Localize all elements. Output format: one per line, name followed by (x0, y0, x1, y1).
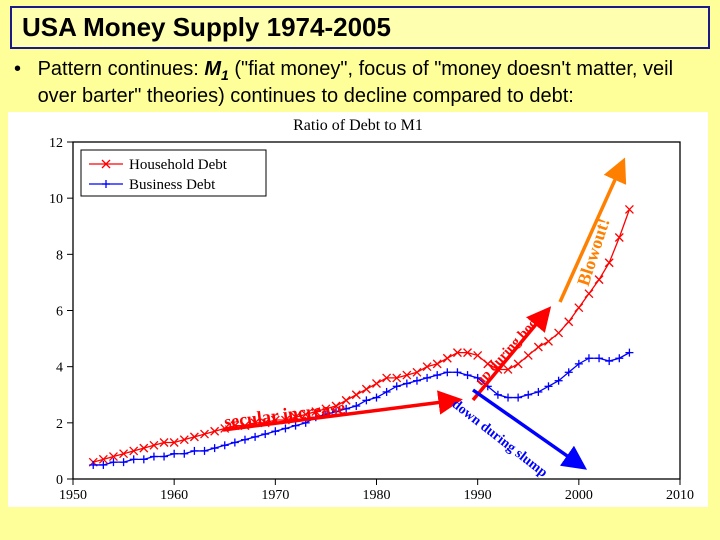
svg-text:12: 12 (49, 136, 63, 151)
slide-title-box: USA Money Supply 1974-2005 (10, 6, 710, 49)
svg-text:2010: 2010 (666, 488, 694, 503)
svg-text:10: 10 (49, 192, 63, 207)
svg-text:1970: 1970 (261, 488, 289, 503)
bullet-text: Pattern continues: M1 ("fiat money", foc… (38, 57, 678, 108)
svg-text:Business Debt: Business Debt (129, 177, 216, 193)
bullet-point: • Pattern continues: M1 ("fiat money", f… (14, 57, 706, 108)
svg-text:0: 0 (56, 473, 63, 488)
svg-text:Household Debt: Household Debt (129, 157, 228, 173)
svg-text:2000: 2000 (565, 488, 593, 503)
svg-text:1990: 1990 (464, 488, 492, 503)
svg-text:8: 8 (56, 248, 63, 263)
slide-title: USA Money Supply 1974-2005 (22, 12, 391, 42)
svg-text:1950: 1950 (59, 488, 87, 503)
chart-container: Ratio of Debt to M1 0 2 4 6 8 10 12 1950 1960 1970… (8, 112, 712, 507)
svg-text:Ratio of Debt to M1: Ratio of Debt to M1 (293, 117, 423, 134)
svg-text:6: 6 (56, 304, 63, 319)
svg-text:2: 2 (56, 417, 63, 432)
svg-text:4: 4 (56, 360, 63, 375)
ratio-chart: Ratio of Debt to M1 0 2 4 6 8 10 12 1950 1960 1970… (8, 112, 708, 507)
svg-text:1960: 1960 (160, 488, 188, 503)
svg-text:1980: 1980 (363, 488, 391, 503)
